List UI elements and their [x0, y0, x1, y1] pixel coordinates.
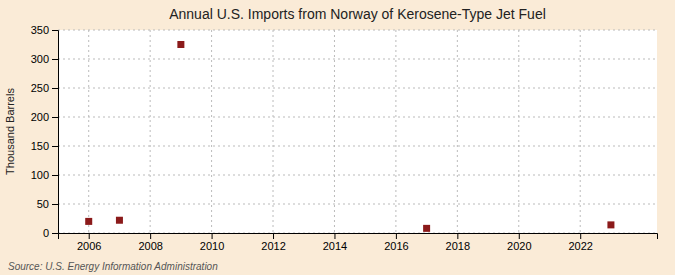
x-tick: 2010 [200, 233, 224, 252]
y-tick-label: 50 [37, 198, 49, 210]
x-grid-line [334, 30, 335, 233]
point [116, 217, 123, 224]
y-grid-line [58, 204, 657, 205]
y-grid-line [58, 175, 657, 176]
y-axis-label: Thousand Barrels [4, 88, 16, 175]
y-grid-line [58, 30, 657, 31]
x-grid-line [457, 30, 458, 233]
x-grid-line [88, 30, 89, 233]
x-tick-label: 2014 [323, 240, 347, 252]
x-tick-mark [273, 233, 274, 239]
x-tick-mark [212, 233, 213, 239]
y-tick-label: 250 [31, 82, 49, 94]
chart-svg: 2006 2008 2010 2012 2014 2016 2018 2020 2022 0 50 1… [0, 0, 675, 275]
point [423, 225, 430, 232]
source-note: Source: U.S. Energy Information Administ… [8, 261, 218, 272]
y-tick-mark [52, 88, 58, 89]
y-tick-mark [52, 30, 58, 31]
x-tick-label: 2022 [568, 240, 592, 252]
plot-area: 2006 2008 2010 2012 2014 2016 2018 2020 2022 0 50 1… [31, 24, 658, 252]
x-axis: 2006 2008 2010 2012 2014 2016 2018 2020 2022 [59, 233, 658, 252]
y-tick-mark [52, 233, 58, 234]
plot-background [58, 30, 657, 233]
y-tick: 0 [43, 227, 58, 239]
x-tick-label: 2010 [200, 240, 224, 252]
x-tick-mark [334, 233, 335, 239]
y-tick: 350 [31, 24, 58, 36]
grid [58, 30, 657, 233]
x-grid-line [211, 30, 212, 233]
y-tick-label: 200 [31, 111, 49, 123]
y-tick-label: 100 [31, 169, 49, 181]
x-tick: 2020 [507, 233, 531, 252]
y-grid-line [58, 88, 657, 89]
y-tick-label: 150 [31, 140, 49, 152]
x-tick: 2006 [77, 233, 101, 252]
x-tick: 2008 [138, 233, 162, 252]
x-tick-mark [150, 233, 151, 239]
x-grid-line [518, 30, 519, 233]
x-grid-line [150, 30, 151, 233]
x-tick-label: 2008 [138, 240, 162, 252]
y-axis: 0 50 100 150 200 250 300 350 [31, 24, 59, 239]
x-tick: 2016 [384, 233, 408, 252]
y-tick-mark [52, 204, 58, 205]
y-tick-label: 350 [31, 24, 49, 36]
y-tick: 50 [37, 198, 58, 210]
x-axis-line [59, 234, 658, 240]
x-grid-line [273, 30, 274, 233]
x-tick-label: 2012 [261, 240, 285, 252]
x-tick-mark [519, 233, 520, 239]
x-tick-label: 2016 [384, 240, 408, 252]
x-tick-label: 2006 [77, 240, 101, 252]
x-tick-mark [457, 233, 458, 239]
x-tick-mark [89, 233, 90, 239]
x-tick-mark [396, 233, 397, 239]
y-tick: 150 [31, 140, 58, 152]
x-tick-label: 2020 [507, 240, 531, 252]
y-tick-label: 300 [31, 53, 49, 65]
y-grid-line [58, 146, 657, 147]
y-tick: 100 [31, 169, 58, 181]
y-tick-mark [52, 146, 58, 147]
x-tick: 2022 [568, 233, 592, 252]
y-axis-line [52, 31, 59, 234]
x-tick: 2014 [323, 233, 347, 252]
y-tick-mark [52, 175, 58, 176]
x-tick-mark [580, 233, 581, 239]
point [85, 218, 92, 225]
y-tick-label: 0 [43, 227, 49, 239]
y-tick-mark [52, 117, 58, 118]
y-tick-mark [52, 59, 58, 60]
y-tick: 300 [31, 53, 58, 65]
x-tick: 2018 [446, 233, 470, 252]
x-tick: 2012 [261, 233, 285, 252]
point [177, 41, 184, 48]
y-tick: 250 [31, 82, 58, 94]
x-tick-label: 2018 [446, 240, 470, 252]
y-grid-line [58, 117, 657, 118]
y-tick: 200 [31, 111, 58, 123]
x-grid-line [580, 30, 581, 233]
points [85, 41, 614, 232]
point [607, 221, 614, 228]
x-grid-line [395, 30, 396, 233]
y-grid-line [58, 59, 657, 60]
title: Annual U.S. Imports from Norway of Keros… [169, 6, 546, 22]
